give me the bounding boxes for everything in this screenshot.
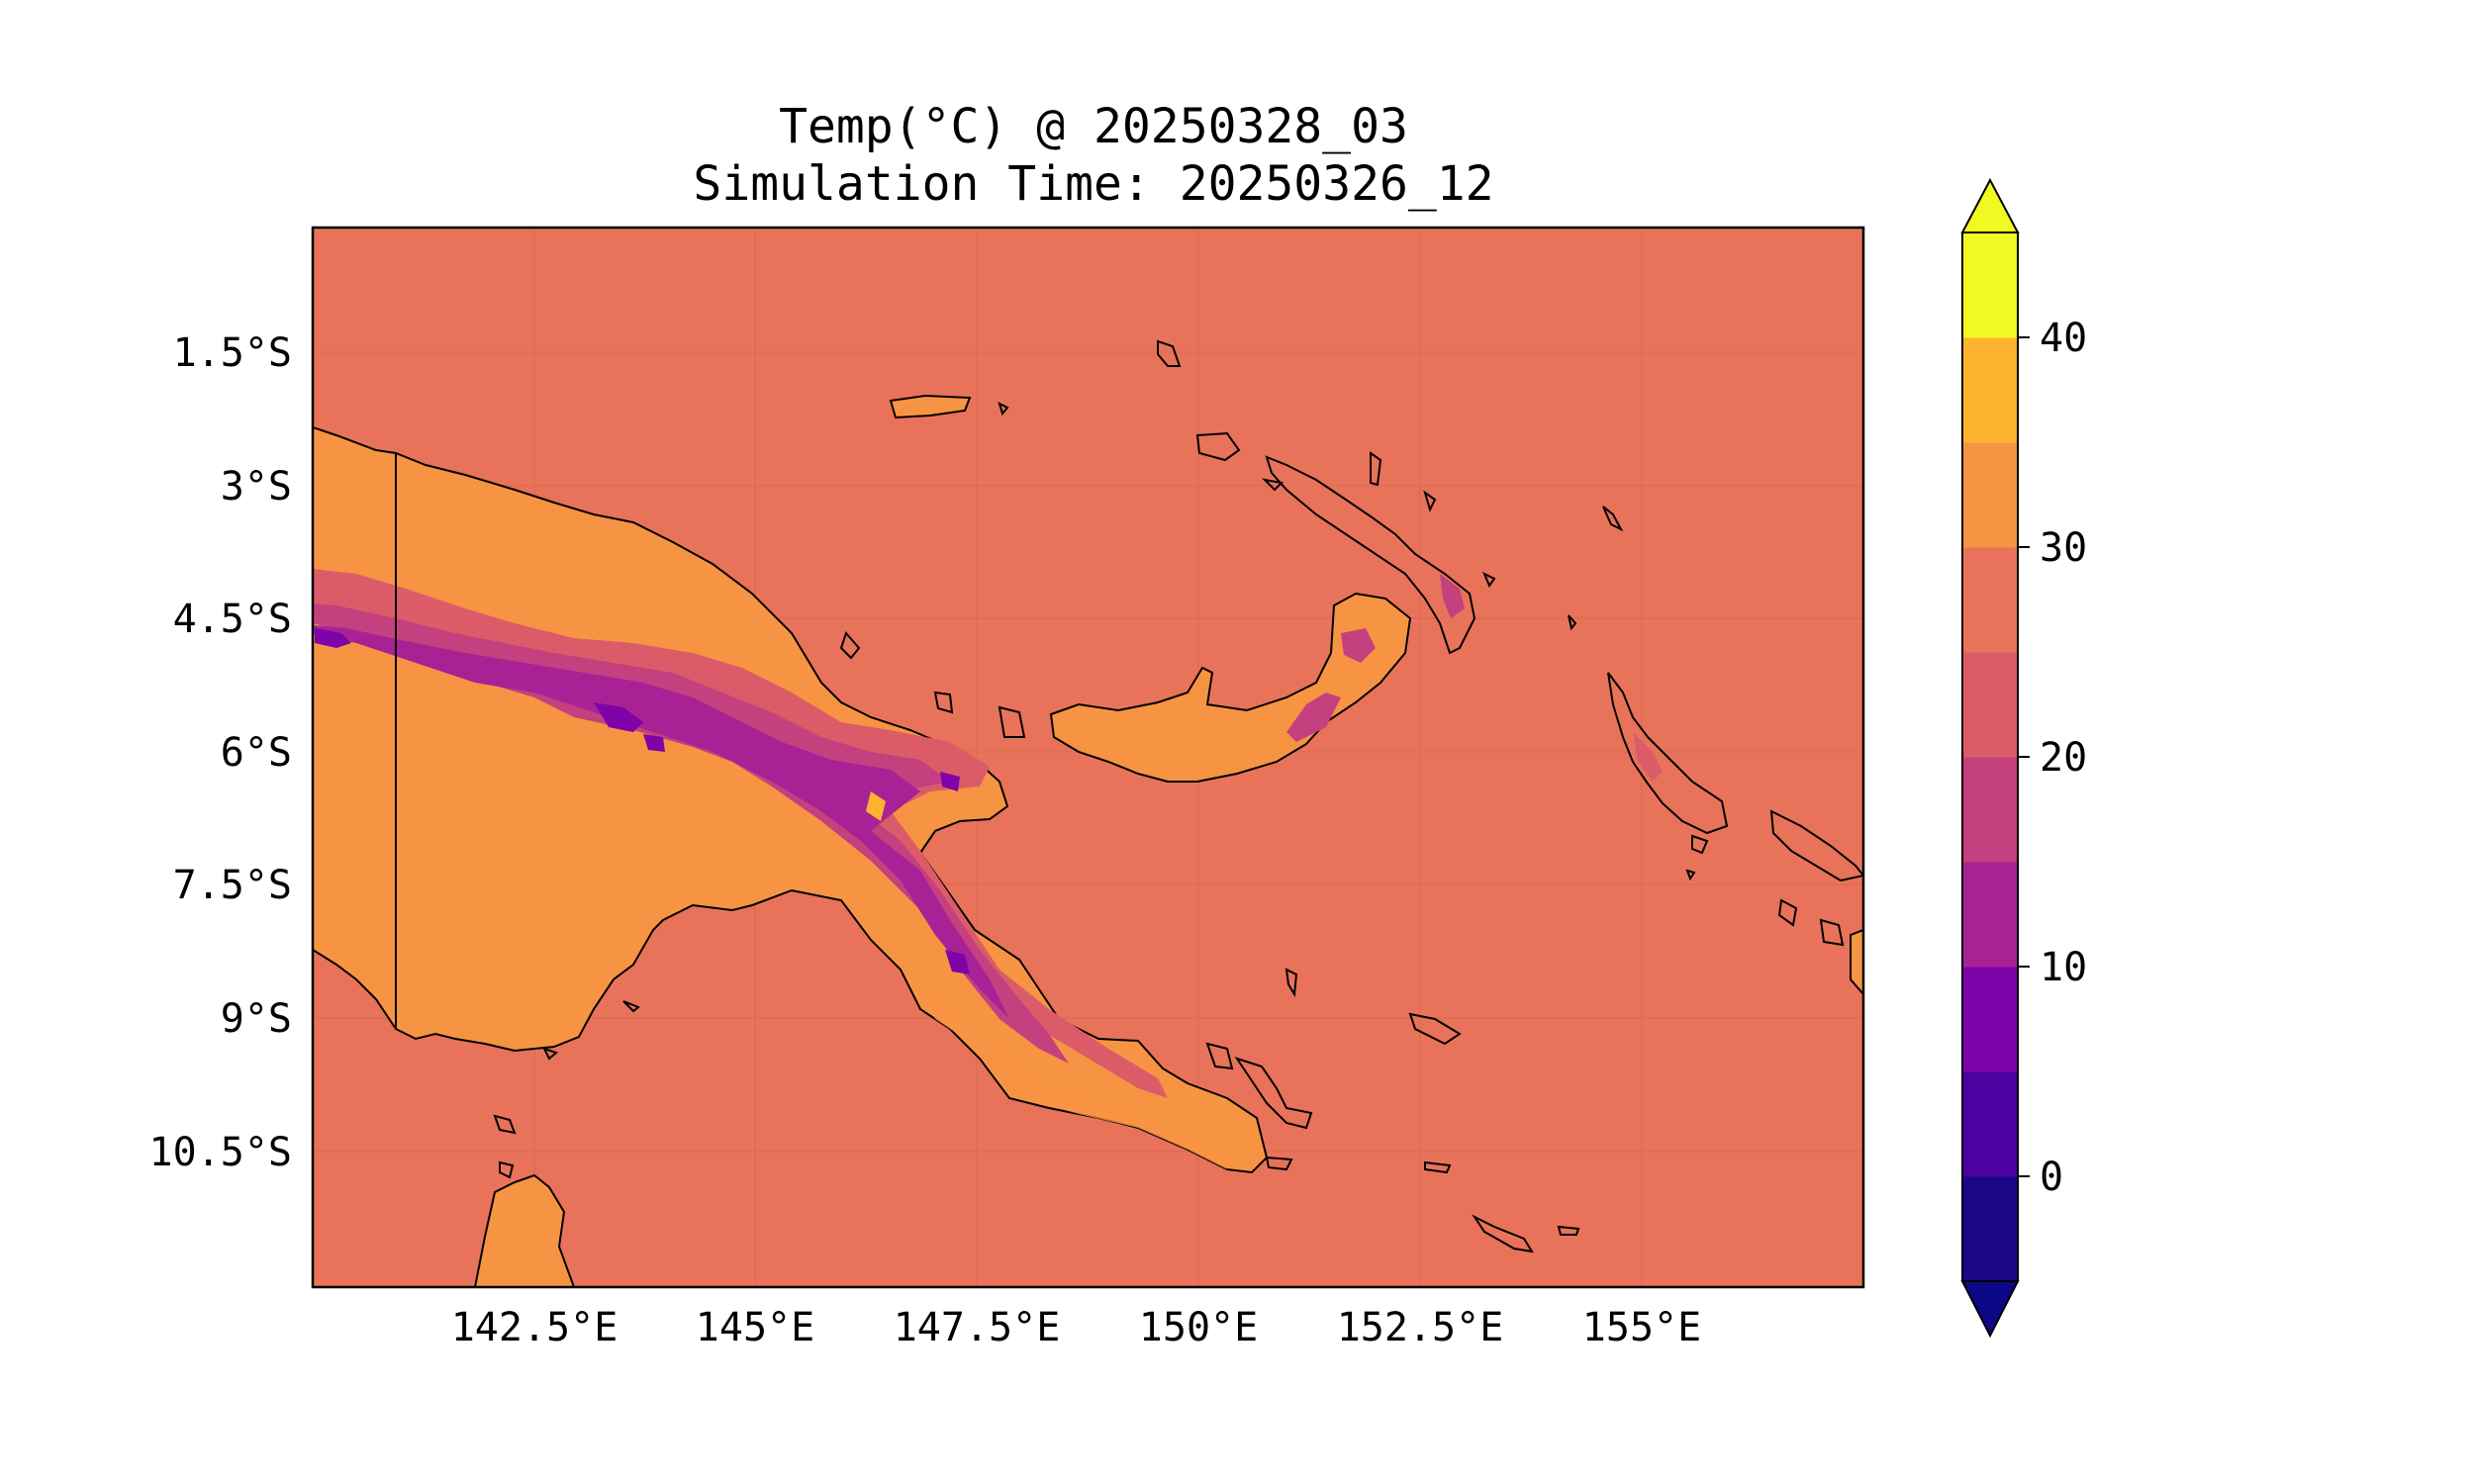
colorbar-segment [1962, 1176, 2018, 1282]
solomon-islands [1769, 809, 1863, 882]
colorbar-tick-label: 40 [2040, 316, 2087, 361]
longitude-axis: 142.5°E 145°E 147.5°E 150°E 152.5°E 155°… [451, 1305, 1702, 1350]
new-britain [1049, 592, 1412, 783]
lon-tick-label: 147.5°E [894, 1305, 1061, 1350]
colorbar-segment [1962, 232, 2018, 338]
colorbar-under-triangle [1960, 1280, 2020, 1339]
lat-tick-label: 9°S [221, 996, 292, 1042]
lon-tick-label: 142.5°E [451, 1305, 618, 1350]
map-title: Temp(°C) @ 20250328_03 [779, 99, 1408, 154]
lon-tick-label: 155°E [1582, 1305, 1701, 1350]
map-frame [311, 226, 1865, 1289]
colorbar-tick-label: 20 [2040, 735, 2087, 781]
lon-tick-label: 150°E [1139, 1305, 1258, 1350]
lat-tick-label: 7.5°S [173, 863, 292, 908]
colorbar-tick-label: 10 [2040, 945, 2087, 990]
colorbar-segment [1962, 757, 2018, 863]
lat-tick-label: 1.5°S [173, 330, 292, 376]
bougainville [1607, 672, 1729, 835]
lat-tick-label: 4.5°S [173, 597, 292, 642]
map-panel [313, 228, 1863, 1287]
colorbar-tick-label: 30 [2040, 525, 2087, 571]
colorbar-segment [1962, 967, 2018, 1072]
colorbar-segment [1962, 337, 2018, 443]
lat-tick-label: 3°S [221, 464, 292, 510]
new-ireland [1265, 455, 1476, 655]
colorbar-segment [1962, 652, 2018, 758]
colorbar-segments [1962, 232, 2018, 1282]
lat-tick-label: 10.5°S [149, 1130, 293, 1175]
latitude-axis: 1.5°S 3°S 4.5°S 6°S 7.5°S 9°S 10.5°S [149, 330, 293, 1175]
lat-tick-label: 6°S [221, 730, 292, 776]
new-guinea-mainland [313, 425, 1269, 1174]
lon-tick-label: 145°E [696, 1305, 814, 1350]
colorbar-segment [1962, 862, 2018, 968]
small-islands [493, 339, 1709, 1253]
colorbar-over-triangle [1960, 177, 2020, 233]
colorbar: 0 10 20 30 40 [1960, 177, 2087, 1339]
highland-contours [313, 569, 1168, 1098]
cape-york [473, 1173, 576, 1287]
map-subtitle: Simulation Time: 20250326_12 [693, 156, 1494, 212]
lon-tick-label: 152.5°E [1337, 1305, 1504, 1350]
colorbar-segment [1962, 1071, 2018, 1177]
colorbar-segment [1962, 442, 2018, 548]
colorbar-segment [1962, 547, 2018, 653]
colorbar-ticks: 0 10 20 30 40 [2018, 316, 2087, 1200]
colorbar-tick-label: 0 [2040, 1155, 2063, 1200]
